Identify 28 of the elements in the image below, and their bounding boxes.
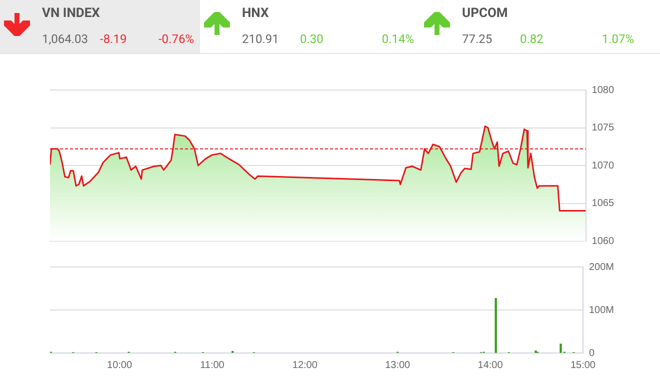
text: HNX (242, 6, 269, 21)
text: -0.76% (158, 32, 194, 46)
y-tick-label: 200M (588, 262, 614, 273)
y-tick-label: 1060 (592, 236, 614, 247)
y-tick-label: 1065 (592, 198, 614, 209)
text: 0.14% (382, 32, 414, 46)
text: 0.30 (300, 32, 324, 46)
text: 1.07% (602, 32, 634, 46)
x-tick-label: 14:00 (478, 360, 504, 371)
y-tick-label: 100M (588, 304, 614, 316)
x-tick-label: 11:00 (200, 360, 225, 371)
text: 77.25 (462, 32, 492, 46)
bar (494, 298, 497, 353)
y-tick-label: 1070 (592, 160, 614, 172)
text: 0.82 (520, 32, 544, 46)
text: 210.91 (242, 32, 279, 46)
text: VN INDEX (42, 6, 100, 21)
y-tick-label: 1080 (592, 84, 614, 96)
y-tick-label: 0 (588, 348, 595, 359)
x-tick-label: 13:00 (385, 360, 411, 371)
x-tick-label: 15:00 (570, 360, 596, 371)
text: UPCOM (462, 6, 508, 21)
y-tick-label: 1075 (592, 122, 614, 134)
bar (560, 344, 562, 353)
x-tick-label: 10:00 (107, 360, 132, 371)
text: -8.19 (100, 32, 127, 46)
x-tick-label: 12:00 (292, 360, 318, 371)
text: 1,064.03 (42, 32, 88, 46)
